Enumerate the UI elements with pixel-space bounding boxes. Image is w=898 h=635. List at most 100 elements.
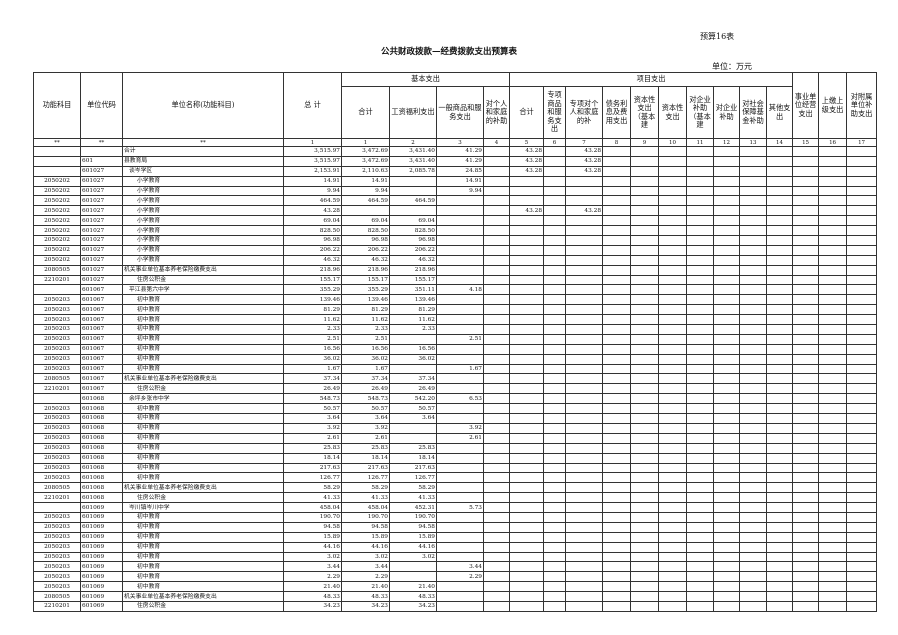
value-cell	[658, 333, 688, 345]
func-code-cell: 2050202	[33, 254, 81, 266]
value-cell	[818, 274, 848, 286]
value-cell	[602, 165, 632, 177]
total-cell: 16.56	[283, 343, 342, 355]
total-cell: 3,515.97	[283, 146, 342, 157]
value-cell	[543, 373, 567, 385]
value-cell: 155.17	[389, 274, 437, 286]
value-cell	[509, 472, 545, 484]
value-cell	[543, 403, 567, 415]
total-cell: 1.67	[283, 363, 342, 375]
value-cell	[565, 561, 604, 573]
value-cell	[543, 472, 567, 484]
value-cell: 69.04	[389, 215, 437, 227]
total-cell: 2,153.91	[283, 165, 342, 177]
value-cell	[630, 571, 660, 583]
func-code-cell: 2080505	[33, 482, 81, 494]
value-cell	[713, 373, 741, 385]
value-cell	[630, 551, 660, 563]
value-cell	[509, 511, 545, 523]
value-cell	[602, 146, 632, 157]
func-code-cell: 2050202	[33, 215, 81, 227]
value-cell	[543, 571, 567, 583]
value-cell	[630, 413, 660, 424]
value-cell	[766, 294, 794, 306]
table-row: 2050203 601067 初中教育 16.56 16.56 16.56	[33, 343, 878, 355]
value-cell	[389, 185, 437, 197]
value-cell	[792, 195, 820, 207]
value-cell	[818, 314, 848, 326]
value-cell	[565, 472, 604, 484]
func-code-cell: 2080505	[33, 591, 81, 602]
header-basic: 基本支出	[340, 72, 511, 87]
value-cell	[602, 333, 632, 345]
value-cell	[846, 482, 878, 494]
unit-name-cell: 小学教育	[122, 215, 284, 227]
unit-code-cell: 601069	[80, 541, 123, 553]
table-row: 2210201 601067 住房公积金 26.49 26.49 26.49	[33, 383, 878, 395]
value-cell	[509, 591, 545, 602]
value-cell	[658, 343, 688, 355]
index-cell: 6	[543, 138, 567, 147]
table-row: 2050203 601068 初中教育 126.77 126.77 126.77	[33, 472, 878, 484]
value-cell: 37.34	[341, 373, 390, 385]
value-cell	[739, 353, 768, 365]
value-cell	[543, 363, 567, 375]
value-cell	[686, 235, 715, 246]
unit-name-cell: 初中教育	[122, 551, 284, 563]
value-cell	[543, 462, 567, 474]
value-cell: 139.46	[389, 294, 437, 306]
value-cell	[482, 551, 511, 563]
value-cell	[658, 413, 688, 424]
unit-code-cell: 601067	[80, 294, 123, 306]
value-cell	[766, 225, 794, 237]
value-cell	[436, 294, 484, 306]
total-cell: 155.17	[283, 274, 342, 286]
unit-name-cell: 初中教育	[122, 294, 284, 306]
table-row: 2080505 601067 机关事业单位基本养老保险缴费支出 37.34 37.34 3…	[33, 373, 878, 385]
value-cell	[792, 175, 820, 187]
value-cell	[565, 591, 604, 602]
value-cell	[686, 175, 715, 187]
func-code-cell: 2050202	[33, 195, 81, 207]
page-title: 公共财政拨款—经费拨款支出预算表	[380, 47, 517, 57]
value-cell	[792, 343, 820, 355]
value-cell	[739, 492, 768, 504]
total-cell: 25.83	[283, 442, 342, 454]
value-cell	[713, 600, 741, 612]
value-cell	[713, 225, 741, 237]
total-cell: 828.50	[283, 225, 342, 237]
header-col-8: 债务利息及费用支出	[602, 86, 632, 139]
value-cell: 34.23	[341, 600, 390, 612]
value-cell	[436, 264, 484, 276]
value-cell	[630, 422, 660, 434]
value-cell	[509, 581, 545, 593]
value-cell	[602, 383, 632, 395]
value-cell	[482, 294, 511, 306]
value-cell	[543, 254, 567, 266]
value-cell	[792, 215, 820, 227]
value-cell	[713, 591, 741, 602]
value-cell	[792, 422, 820, 434]
func-code-cell: 2050203	[33, 581, 81, 593]
value-cell	[630, 254, 660, 266]
value-cell: 3.02	[389, 551, 437, 563]
value-cell	[543, 225, 567, 237]
value-cell	[686, 363, 715, 375]
value-cell	[543, 185, 567, 197]
total-cell: 458.04	[283, 502, 342, 513]
total-cell: 50.57	[283, 403, 342, 415]
value-cell	[482, 175, 511, 187]
value-cell	[766, 502, 794, 513]
value-cell	[543, 333, 567, 345]
index-cell: 10	[658, 138, 688, 147]
value-cell	[436, 452, 484, 464]
value-cell	[846, 502, 878, 513]
value-cell	[482, 472, 511, 484]
value-cell	[818, 571, 848, 583]
value-cell	[739, 591, 768, 602]
value-cell	[482, 591, 511, 602]
value-cell	[543, 551, 567, 563]
value-cell	[846, 274, 878, 286]
value-cell	[602, 502, 632, 513]
header-col-3: 一般商品和服务支出	[436, 86, 484, 139]
